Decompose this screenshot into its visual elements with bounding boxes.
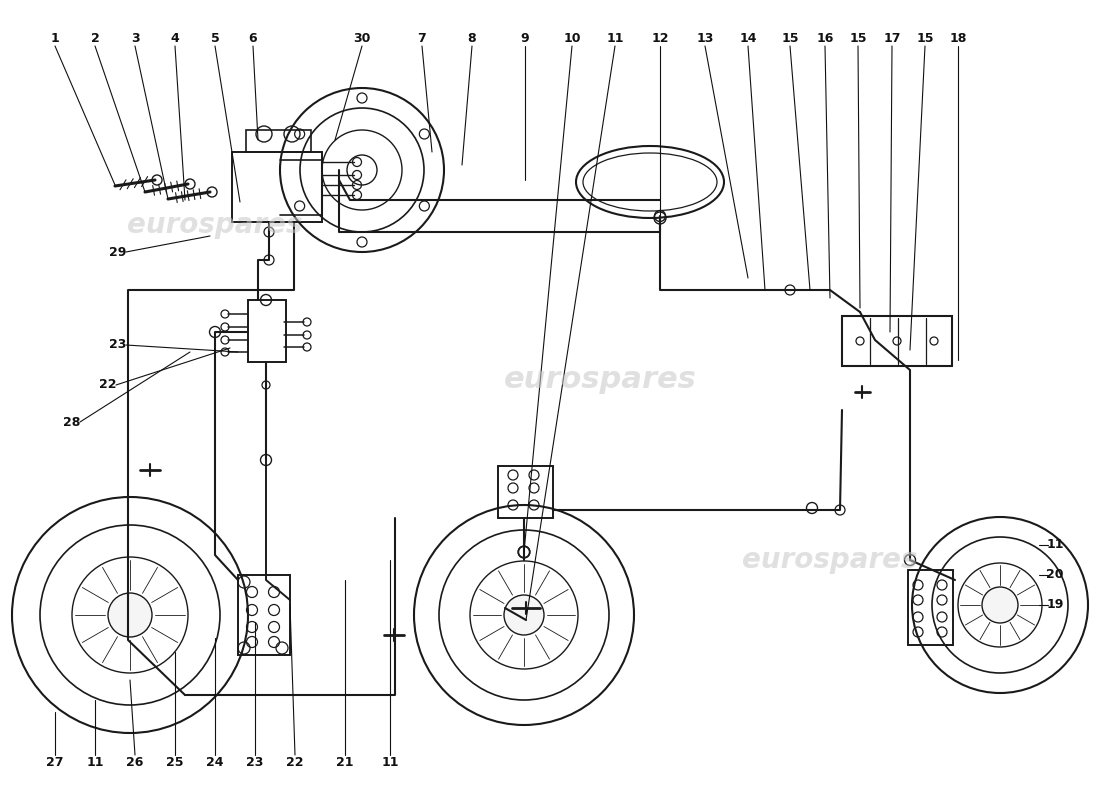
Circle shape (108, 593, 152, 637)
Text: 29: 29 (109, 246, 126, 258)
Text: 27: 27 (46, 755, 64, 769)
Text: 22: 22 (99, 378, 117, 391)
Text: 15: 15 (849, 31, 867, 45)
Text: 22: 22 (286, 755, 304, 769)
Text: 14: 14 (739, 31, 757, 45)
Text: 1: 1 (51, 31, 59, 45)
Text: 15: 15 (781, 31, 799, 45)
Text: 15: 15 (916, 31, 934, 45)
Circle shape (982, 587, 1018, 623)
Text: 20: 20 (1046, 569, 1064, 582)
Text: 23: 23 (109, 338, 126, 351)
Text: 23: 23 (246, 755, 264, 769)
Text: 19: 19 (1046, 598, 1064, 611)
Text: 3: 3 (131, 31, 140, 45)
Text: 4: 4 (170, 31, 179, 45)
Text: 6: 6 (249, 31, 257, 45)
Text: 28: 28 (64, 415, 80, 429)
Text: 11: 11 (382, 755, 398, 769)
Text: 5: 5 (210, 31, 219, 45)
Text: 21: 21 (337, 755, 354, 769)
Text: 25: 25 (166, 755, 184, 769)
Text: eurospares: eurospares (742, 546, 917, 574)
Text: 11: 11 (86, 755, 103, 769)
Text: 17: 17 (883, 31, 901, 45)
Text: eurospares: eurospares (128, 211, 303, 239)
Text: 11: 11 (1046, 538, 1064, 551)
Text: 9: 9 (520, 31, 529, 45)
Text: 7: 7 (418, 31, 427, 45)
Text: 26: 26 (126, 755, 144, 769)
Text: eurospares: eurospares (504, 366, 696, 394)
Text: 24: 24 (207, 755, 223, 769)
Text: 12: 12 (651, 31, 669, 45)
Text: 11: 11 (606, 31, 624, 45)
Text: 16: 16 (816, 31, 834, 45)
Text: 30: 30 (353, 31, 371, 45)
Text: 13: 13 (696, 31, 714, 45)
Text: 10: 10 (563, 31, 581, 45)
Text: 2: 2 (90, 31, 99, 45)
Circle shape (504, 595, 544, 635)
Text: 18: 18 (949, 31, 967, 45)
Text: 8: 8 (468, 31, 476, 45)
